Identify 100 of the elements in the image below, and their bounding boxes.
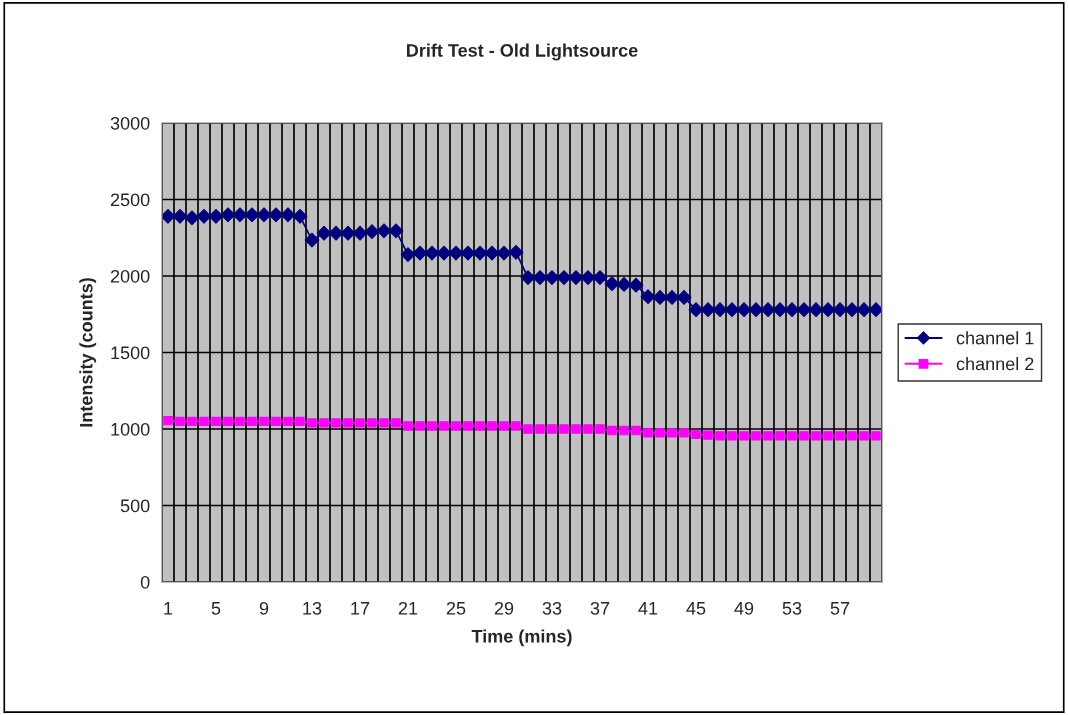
point bbox=[196, 208, 212, 224]
point bbox=[511, 421, 521, 431]
point bbox=[616, 277, 632, 292]
point bbox=[244, 207, 260, 223]
x-tick-label: 17 bbox=[351, 602, 370, 615]
y-tick-label: 3000 bbox=[110, 116, 150, 130]
x-tick-label: 21 bbox=[398, 601, 418, 615]
point bbox=[235, 416, 245, 427]
point bbox=[784, 302, 800, 318]
y-tick-label: 500 bbox=[120, 499, 150, 513]
point bbox=[532, 270, 548, 285]
point bbox=[544, 270, 560, 285]
point bbox=[772, 302, 788, 318]
point bbox=[811, 431, 821, 441]
point bbox=[688, 302, 704, 318]
point bbox=[856, 302, 872, 318]
point bbox=[796, 302, 812, 318]
x-axis-title: Time (mins) bbox=[471, 629, 572, 647]
point bbox=[832, 302, 848, 318]
point bbox=[259, 416, 269, 427]
point bbox=[400, 247, 416, 262]
point bbox=[280, 207, 296, 223]
y-tick-label: 2500 bbox=[110, 193, 150, 207]
point bbox=[619, 425, 629, 436]
point bbox=[847, 431, 857, 441]
x-tick-label: 41 bbox=[638, 602, 658, 615]
point bbox=[655, 428, 665, 438]
point bbox=[691, 429, 701, 440]
point bbox=[340, 225, 356, 241]
point bbox=[595, 424, 605, 434]
point bbox=[271, 416, 281, 427]
point bbox=[700, 302, 716, 318]
point bbox=[448, 245, 464, 261]
point bbox=[247, 416, 257, 427]
x-tick-label: 53 bbox=[782, 601, 802, 615]
point bbox=[823, 431, 833, 441]
point bbox=[496, 245, 512, 261]
point bbox=[559, 424, 569, 434]
point bbox=[748, 302, 764, 318]
point bbox=[232, 207, 248, 223]
point bbox=[319, 418, 329, 428]
point bbox=[463, 421, 473, 431]
point bbox=[808, 302, 824, 318]
point bbox=[676, 290, 692, 305]
point bbox=[223, 416, 233, 427]
point bbox=[535, 424, 545, 434]
point bbox=[712, 302, 728, 318]
point bbox=[187, 416, 197, 427]
point bbox=[592, 270, 608, 285]
point bbox=[664, 290, 680, 305]
point bbox=[628, 277, 644, 293]
x-tick-label: 57 bbox=[830, 602, 850, 615]
point bbox=[388, 223, 404, 239]
point bbox=[208, 208, 224, 224]
x-tick-label: 25 bbox=[446, 601, 466, 615]
point bbox=[520, 270, 536, 285]
point bbox=[331, 418, 341, 428]
point bbox=[484, 245, 500, 261]
point bbox=[763, 431, 773, 441]
point bbox=[199, 416, 209, 427]
point bbox=[256, 207, 272, 223]
y-tick-label: 1000 bbox=[111, 422, 150, 436]
point bbox=[787, 431, 797, 441]
point bbox=[352, 225, 368, 241]
point bbox=[364, 224, 380, 240]
point bbox=[583, 424, 593, 434]
point bbox=[472, 245, 488, 261]
y-axis-title: Intensity (counts) bbox=[79, 278, 97, 427]
x-tick-label: 33 bbox=[542, 601, 562, 615]
x-tick-label: 29 bbox=[494, 601, 514, 615]
point bbox=[172, 208, 188, 224]
point bbox=[184, 210, 200, 226]
point bbox=[760, 302, 776, 318]
point bbox=[775, 431, 785, 441]
point bbox=[304, 232, 320, 248]
point bbox=[376, 223, 392, 239]
point bbox=[703, 430, 713, 440]
point bbox=[739, 431, 749, 441]
point bbox=[283, 416, 293, 427]
y-tick-label: 0 bbox=[140, 575, 150, 589]
point bbox=[835, 431, 845, 441]
point bbox=[568, 270, 584, 285]
point bbox=[436, 245, 452, 261]
point bbox=[343, 418, 353, 428]
legend-label: channel 2 bbox=[956, 357, 1034, 371]
legend-label: channel 1 bbox=[956, 331, 1034, 345]
point bbox=[799, 431, 809, 441]
point bbox=[607, 425, 617, 436]
point bbox=[751, 431, 761, 441]
point bbox=[220, 207, 236, 223]
point bbox=[724, 302, 740, 318]
point bbox=[367, 418, 377, 428]
point bbox=[715, 431, 725, 441]
point bbox=[307, 418, 317, 428]
point bbox=[175, 416, 185, 427]
x-tick-label: 13 bbox=[303, 601, 322, 615]
point bbox=[487, 421, 497, 431]
point bbox=[316, 225, 332, 241]
point bbox=[355, 418, 365, 428]
point bbox=[556, 270, 572, 285]
